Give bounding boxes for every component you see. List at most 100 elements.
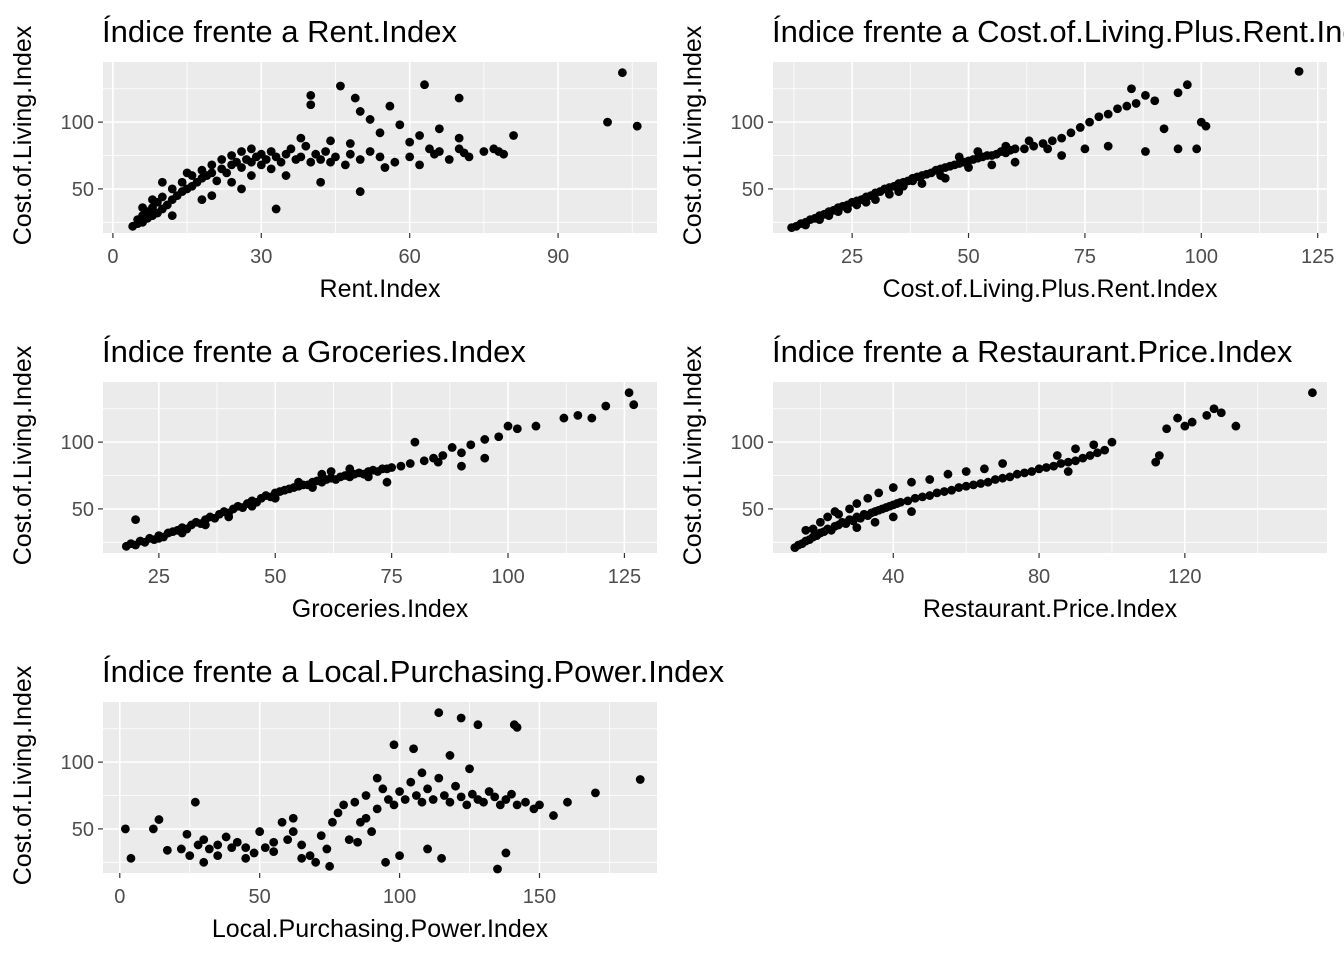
data-point	[1052, 451, 1062, 460]
data-point	[207, 160, 217, 170]
data-point	[1308, 388, 1317, 398]
x-axis-title: Cost.of.Living.Plus.Rent.Index	[883, 275, 1218, 303]
data-point	[217, 155, 227, 164]
data-point	[224, 512, 234, 522]
data-point	[438, 451, 448, 460]
data-point	[635, 775, 645, 784]
data-point	[410, 437, 420, 447]
data-point	[559, 413, 569, 423]
data-point	[1057, 133, 1067, 143]
data-point	[456, 713, 466, 723]
data-point	[1180, 421, 1190, 431]
data-point	[213, 840, 223, 850]
data-point	[326, 136, 335, 146]
y-tick-label: 100	[61, 112, 94, 134]
data-point	[587, 413, 597, 423]
data-point	[1012, 469, 1022, 479]
data-point	[389, 800, 399, 810]
data-point	[207, 191, 217, 200]
data-point	[1154, 451, 1164, 460]
data-point	[1034, 464, 1044, 474]
data-point	[917, 179, 927, 188]
data-point	[512, 424, 522, 434]
y-tick-label: 50	[742, 499, 764, 521]
data-point	[395, 120, 405, 130]
data-point	[1066, 128, 1076, 138]
data-point	[325, 861, 335, 871]
data-point	[531, 421, 541, 431]
data-point	[311, 857, 321, 867]
data-point	[246, 144, 256, 154]
panel-title: Índice frente a Rent.Index	[102, 14, 458, 49]
data-point	[437, 853, 446, 863]
data-point	[964, 163, 973, 172]
data-point	[494, 147, 504, 156]
data-point	[1294, 66, 1304, 76]
data-point	[286, 144, 296, 154]
y-tick-label: 100	[61, 752, 94, 774]
data-point	[415, 160, 424, 170]
data-point	[157, 177, 167, 187]
data-point	[910, 493, 920, 503]
data-point	[361, 813, 371, 823]
data-point	[176, 844, 186, 854]
data-point	[1201, 121, 1211, 131]
data-point	[1094, 112, 1104, 122]
data-point	[936, 171, 945, 180]
data-point	[131, 515, 140, 525]
data-point	[1103, 141, 1113, 151]
data-point	[1159, 124, 1169, 134]
scatter-panel-2: 25 50 75 100 125 50 100 Índice frente a Cost.of…	[679, 14, 1344, 303]
data-point	[241, 853, 251, 863]
data-point	[1107, 437, 1117, 447]
data-point	[120, 824, 130, 834]
data-point	[484, 787, 494, 796]
data-point	[297, 840, 307, 850]
data-point	[199, 857, 209, 867]
data-point	[1151, 457, 1161, 467]
x-tick-label: 75	[1074, 246, 1096, 268]
data-point	[624, 388, 634, 398]
data-point	[573, 410, 583, 420]
data-point	[411, 791, 421, 800]
y-tick-label: 100	[731, 432, 764, 454]
data-point	[1089, 440, 1099, 450]
data-point	[943, 469, 953, 479]
data-point	[1010, 144, 1020, 154]
data-point	[439, 791, 449, 800]
data-point	[247, 501, 257, 511]
data-point	[1131, 99, 1141, 108]
data-point	[167, 184, 177, 194]
data-point	[423, 844, 432, 854]
data-point	[328, 817, 337, 827]
data-point	[382, 477, 392, 487]
data-point	[1092, 448, 1102, 458]
data-point	[861, 197, 871, 207]
data-point	[459, 148, 469, 158]
data-point	[535, 800, 544, 810]
data-point	[316, 155, 326, 164]
data-point	[601, 401, 611, 411]
data-point	[823, 512, 833, 522]
x-tick-label: 50	[264, 566, 286, 588]
data-point	[177, 528, 187, 538]
scatter-panel-4: 40 80 120 50 100 Índice frente a Restaurant.P…	[679, 334, 1327, 623]
data-point	[363, 472, 373, 482]
y-tick-label: 50	[72, 499, 94, 521]
data-point	[1216, 408, 1226, 418]
data-point	[237, 163, 246, 172]
data-point	[283, 835, 293, 845]
data-point	[947, 485, 956, 495]
data-point	[417, 797, 427, 807]
data-point	[400, 795, 410, 804]
data-point	[350, 797, 360, 807]
data-point	[227, 843, 237, 853]
x-tick-label: 100	[383, 886, 416, 908]
data-point	[126, 853, 136, 863]
data-point	[420, 80, 429, 90]
data-point	[261, 155, 271, 164]
data-point	[1001, 141, 1011, 151]
data-point	[1150, 96, 1160, 106]
data-point	[1100, 445, 1110, 455]
